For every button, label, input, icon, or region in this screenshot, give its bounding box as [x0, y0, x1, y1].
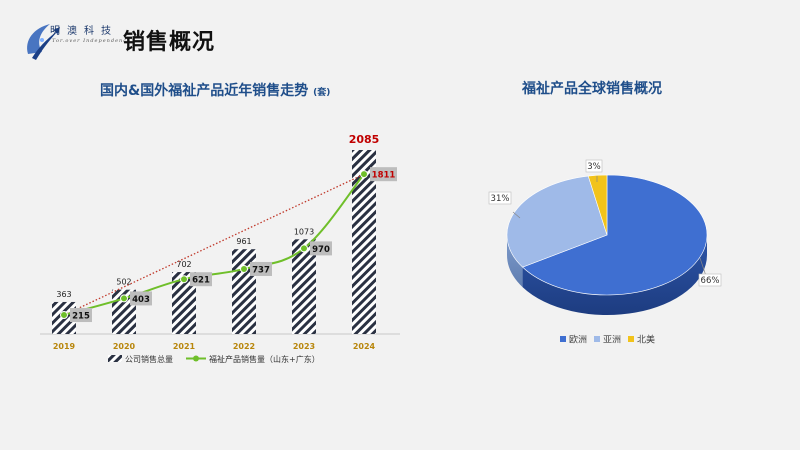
- line-value-label-2021: 621: [192, 276, 210, 286]
- pie-chart-title: 福祉产品全球销售概况: [522, 81, 662, 97]
- bar-value-label-2019: 363: [56, 290, 71, 299]
- category-label-2023: 2023: [293, 342, 315, 351]
- pie-label-欧洲: 66%: [701, 276, 720, 286]
- pie-side-亚洲: [507, 235, 523, 288]
- trendline: [63, 173, 365, 316]
- pie-legend-swatch-亚洲: [594, 336, 600, 342]
- line-point-2020: [120, 294, 128, 303]
- pie-legend-label-亚洲: 亚洲: [603, 335, 621, 346]
- logo-subtitle: Tor.over Independence: [52, 38, 132, 44]
- legend-line-marker: [193, 355, 199, 362]
- bar-value-label-2021: 702: [176, 260, 191, 269]
- company-logo: [27, 24, 60, 60]
- pie-label-亚洲: 31%: [491, 194, 510, 204]
- line-value-label-2024: 1811: [372, 171, 396, 181]
- line-value-label-2023: 970: [312, 245, 330, 255]
- bar-chart: 363 2019 502 2020 702 2021 961 2022 1073 2023 2085…: [40, 133, 400, 364]
- bar-2022: [232, 249, 256, 334]
- legend-line-label: 福祉产品销售量（山东+广东）: [209, 354, 320, 364]
- page-title: 销售概况: [123, 30, 216, 55]
- bar-value-label-2022: 961: [236, 237, 251, 246]
- category-label-2019: 2019: [53, 342, 76, 351]
- bar-value-label-2020: 502: [116, 278, 131, 287]
- line-point-2024: [360, 170, 368, 179]
- pie-side-欧洲: [522, 235, 707, 315]
- bar-chart-title: 国内&国外福祉产品近年销售走势 (套): [100, 80, 330, 100]
- bar-value-label-2024: 2085: [349, 133, 380, 146]
- line-label-box-2021: [190, 272, 212, 287]
- pie-slice-北美: [587, 174, 608, 236]
- pie-legend-swatch-欧洲: [560, 336, 566, 342]
- bar-chart-title-unit: (套): [313, 88, 331, 98]
- bar-chart-title-text: 国内&国外福祉产品近年销售走势: [100, 83, 309, 99]
- pie-label-box-北美: [585, 159, 603, 173]
- line-value-label-2019: 215: [72, 312, 90, 322]
- category-label-2021: 2021: [173, 342, 196, 351]
- bar-value-label-2023: 1073: [294, 227, 314, 236]
- line-label-box-2019: [70, 308, 92, 323]
- line-label-box-2023: [310, 241, 332, 256]
- category-label-2020: 2020: [113, 342, 136, 351]
- line-value-label-2020: 403: [132, 295, 150, 305]
- pie-leader-欧洲: [699, 257, 707, 277]
- line-label-box-2020: [130, 291, 152, 306]
- pie-legend-swatch-北美: [628, 336, 634, 342]
- line-value-label-2022: 737: [252, 265, 270, 275]
- logo-name: 明澳科技: [50, 26, 118, 37]
- category-label-2024: 2024: [353, 342, 376, 351]
- line-point-2021: [180, 275, 188, 284]
- pie-label-box-亚洲: [488, 191, 512, 205]
- pie-leader-亚洲: [512, 211, 521, 219]
- line-point-2022: [240, 264, 248, 273]
- pie-chart: 66% 31% 3% 欧洲 亚洲 北美: [488, 159, 722, 346]
- line-point-2019: [60, 311, 68, 320]
- line-point-2023: [300, 244, 308, 253]
- pie-label-box-欧洲: [698, 273, 722, 287]
- pie-label-北美: 3%: [587, 162, 601, 172]
- pie-slice-欧洲: [522, 174, 708, 296]
- line-label-box-2024: [370, 167, 397, 182]
- line-label-box-2022: [250, 261, 272, 276]
- pie-legend-label-欧洲: 欧洲: [569, 334, 587, 346]
- legend-bar-swatch: [108, 355, 122, 362]
- pie-slice-亚洲: [506, 175, 608, 268]
- category-label-2022: 2022: [233, 342, 255, 351]
- legend-bar-label: 公司销售总量: [125, 354, 173, 364]
- pie-legend-label-北美: 北美: [637, 334, 655, 346]
